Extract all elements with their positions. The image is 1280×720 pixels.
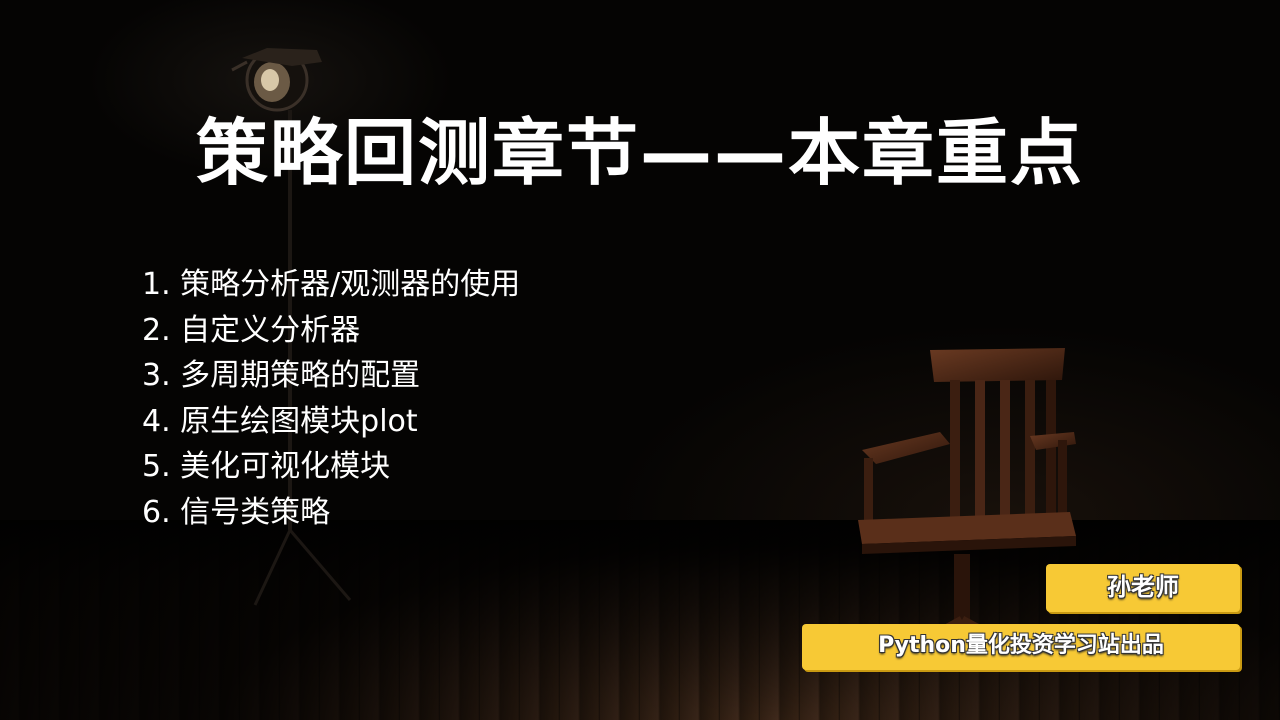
slide-title: 策略回测章节——本章重点 [195,111,1084,195]
list-item: 5. 美化可视化模块 [142,449,391,484]
spotlight-lamp-icon [231,48,322,112]
list-item: 4. 原生绘图模块plot [142,403,418,439]
list-item: 6. 信号类策略 [142,494,331,530]
list-item: 3. 多周期策略的配置 [142,358,421,393]
wooden-chair-icon [858,348,1076,672]
teacher-badge: 孙老师 [1046,564,1240,612]
list-item: 1. 策略分析器/观测器的使用 [142,267,521,302]
key-points-list: 1. 策略分析器/观测器的使用 2. 自定义分析器 3. 多周期策略的配置 4.… [142,262,520,535]
lamp-stand-icon [253,110,352,606]
list-item: 2. 自定义分析器 [142,312,361,348]
floor-shadow [0,520,1280,720]
producer-badge: Python量化投资学习站出品 [802,624,1240,670]
